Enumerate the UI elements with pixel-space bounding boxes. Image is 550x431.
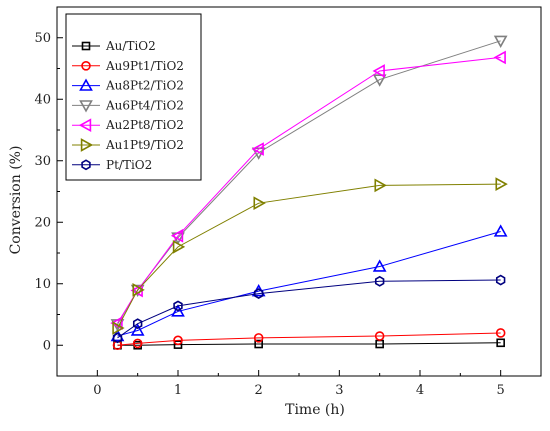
data-point	[171, 304, 185, 317]
legend-label: Au8Pt2/TiO2	[105, 79, 184, 93]
data-point	[374, 331, 385, 341]
legend-label: Au/TiO2	[105, 39, 156, 53]
y-axis-title: Conversion (%)	[8, 146, 24, 255]
data-point	[132, 318, 143, 330]
data-point	[173, 335, 183, 346]
legend-label: Au6Pt4/TiO2	[105, 98, 184, 112]
series-au8pt2-tio2	[110, 224, 508, 342]
x-tick-label: 3	[335, 383, 343, 398]
legend-marker	[81, 159, 91, 171]
data-point	[172, 239, 186, 254]
data-point	[372, 64, 385, 78]
data-point	[495, 328, 506, 338]
x-tick-label: 1	[174, 383, 182, 398]
y-tick-label: 0	[43, 338, 51, 353]
data-point	[130, 323, 145, 336]
legend-label: Au1Pt9/TiO2	[105, 138, 184, 152]
y-tick-label: 10	[34, 277, 51, 292]
data-point	[495, 274, 506, 286]
x-tick-label: 2	[255, 383, 263, 398]
legend-marker	[81, 41, 91, 51]
data-point	[173, 340, 183, 349]
series-line	[117, 183, 501, 329]
data-point	[493, 50, 506, 65]
series-layer	[110, 35, 508, 351]
data-point	[251, 142, 264, 156]
legend: Au/TiO2 Au9Pt1/TiO2 Au8Pt2/TiO2 Au6Pt4/TiO2…	[65, 13, 202, 181]
data-point	[493, 224, 508, 237]
x-tick-label: 4	[416, 383, 424, 398]
data-point	[110, 316, 123, 330]
data-point	[132, 283, 145, 297]
data-point	[173, 300, 183, 312]
x-tick-label: 0	[93, 383, 101, 398]
x-axis-ticks: 0 1 2 3 4 5	[56, 370, 542, 398]
data-point	[170, 228, 184, 243]
data-point	[372, 74, 387, 87]
data-point	[130, 284, 145, 298]
data-point	[495, 177, 508, 191]
data-point	[372, 259, 387, 272]
data-point	[132, 338, 143, 349]
legend-marker	[79, 100, 93, 113]
y-tick-label: 20	[34, 215, 51, 230]
x-tick-label: 5	[497, 383, 505, 398]
y-tick-label: 30	[34, 154, 51, 169]
legend-label: Au9Pt1/TiO2	[105, 59, 184, 73]
legend-marker	[80, 138, 94, 152]
data-point	[112, 321, 125, 335]
data-point	[254, 339, 263, 349]
data-point	[253, 333, 264, 343]
x-axis-title: Time (h)	[285, 402, 345, 418]
y-axis-ticks: 0 10 20 30 40 50	[34, 6, 63, 377]
legend-marker	[78, 118, 92, 133]
data-point	[253, 196, 266, 211]
legend-label: Pt/TiO2	[106, 158, 152, 172]
data-point	[112, 340, 123, 351]
legend-label: Au2Pt8/TiO2	[105, 118, 184, 132]
series-au9pt1-tio2	[112, 328, 506, 351]
series-au1pt9-tio2	[112, 177, 508, 335]
legend-marker	[79, 78, 93, 91]
data-point	[374, 275, 385, 287]
data-point	[112, 332, 123, 344]
data-point	[493, 35, 508, 48]
legend-box	[65, 13, 202, 181]
y-tick-label: 40	[34, 92, 51, 107]
data-point	[496, 338, 505, 348]
series-pt-tio2	[112, 274, 506, 344]
y-tick-label: 50	[34, 31, 51, 46]
data-point	[374, 178, 387, 193]
data-point	[253, 288, 264, 300]
series-line	[117, 230, 501, 337]
legend-marker	[81, 61, 91, 71]
